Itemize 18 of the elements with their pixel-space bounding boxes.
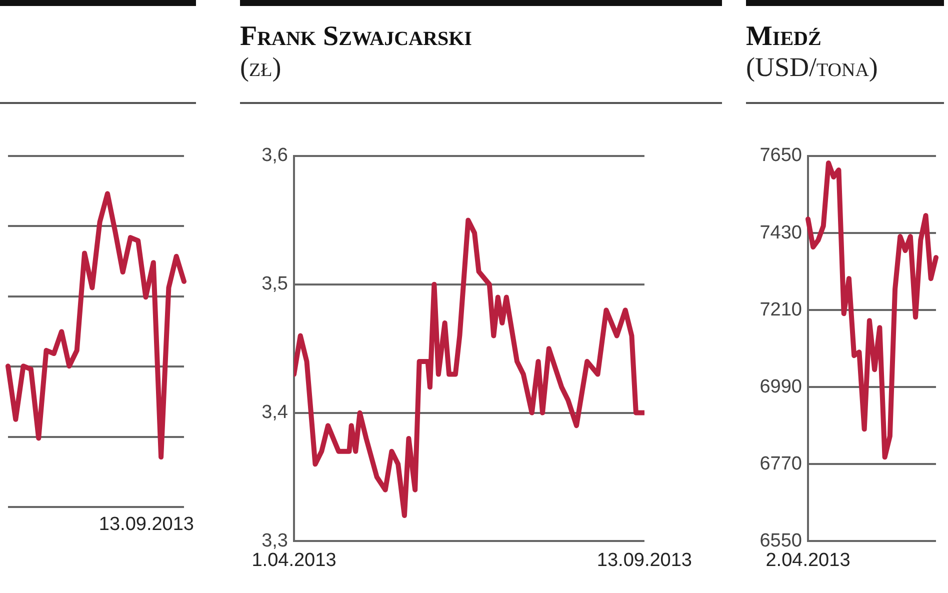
chart-subtitle: (USD/tona)	[746, 52, 879, 82]
y-tick-label: 3,4	[262, 402, 288, 424]
chart-title: Frank Szwajcarski	[240, 21, 473, 52]
y-tick-label: 3,6	[262, 145, 288, 166]
x-tick-label: 13.09.2013	[596, 550, 692, 571]
y-tick-label: 3,5	[262, 274, 288, 295]
y-tick-label: 3,3	[262, 530, 288, 552]
text: 13.09.2013	[98, 514, 194, 535]
y-tick-label: 6990	[760, 376, 802, 398]
x-tick-label: 1.04.2013	[252, 550, 336, 571]
y-tick-label: 7210	[760, 299, 802, 320]
y-tick-label: 6770	[760, 453, 802, 474]
x-tick-label: 2.04.2013	[766, 550, 850, 571]
y-tick-label: 7650	[760, 145, 802, 166]
chart-title: Miedź	[746, 21, 822, 52]
y-tick-label: 7430	[760, 222, 802, 244]
y-tick-label: 6550	[760, 530, 802, 552]
chart-subtitle: (zł)	[240, 52, 282, 82]
